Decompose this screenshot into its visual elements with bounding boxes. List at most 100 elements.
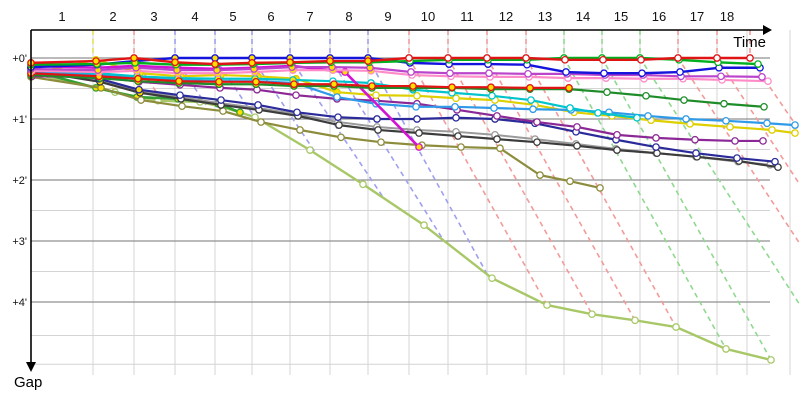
- rider-black-lap-marker: [374, 126, 382, 134]
- rider-navy-lap-marker: [652, 143, 660, 151]
- rider-yellow-lap-marker: [413, 91, 421, 100]
- rider-black-lap-marker: [415, 129, 423, 137]
- rider-red-winner: [27, 54, 754, 68]
- rider-olive-lap-marker: [337, 133, 345, 142]
- rider-purple-lap-marker: [613, 131, 621, 139]
- rider-yellow-lap-marker: [791, 129, 799, 137]
- rider-lightblue-lap-marker: [412, 102, 420, 111]
- x-tick-label: 14: [576, 9, 590, 24]
- rider-red2-lap-marker: [565, 84, 573, 92]
- rider-red-winner-lap-marker: [326, 57, 334, 65]
- rider-olive-line: [30, 75, 601, 190]
- rider-purple-lap-marker: [652, 134, 660, 142]
- x-tick-labels: 1 2 3 4 5 6 7 8 9 10 11 12 13 14 15 16 17 18: [58, 9, 734, 24]
- rider-red2-lap-marker: [487, 83, 495, 92]
- x-tick-label: 6: [267, 9, 274, 24]
- rider-yellow-lap-marker: [768, 126, 776, 134]
- rider-red2-lap-marker: [409, 82, 417, 90]
- rider-olive-lap-marker: [257, 118, 265, 126]
- rider-darkgreen-lap-marker: [680, 96, 688, 104]
- time-axis-arrow-icon: [763, 25, 772, 35]
- rider-green-lap-marker: [754, 60, 762, 68]
- x-tick-label: 8: [345, 9, 352, 24]
- y-tick-labels: +0' +1' +2' +3' +4': [12, 53, 27, 309]
- rider-navy-lap-marker: [334, 113, 342, 122]
- rider-darkgreen-lap-marker: [642, 91, 650, 100]
- rider-pink-lap-marker: [764, 77, 772, 86]
- rider-lightblue-lap-marker: [682, 115, 690, 123]
- rider-blue-lap-marker: [211, 54, 219, 62]
- rider-yellowgreen-backmarker-lap-marker: [306, 146, 314, 154]
- rider-olive-lap-marker: [566, 177, 574, 186]
- rider-lightblue-line: [30, 70, 796, 127]
- rider-red2-lap-marker: [175, 77, 183, 86]
- rider-lines: [27, 54, 799, 364]
- rider-cyan-lap-marker: [566, 104, 574, 112]
- rider-olive-lap-marker: [219, 107, 227, 115]
- rider-black-lap-marker: [653, 149, 661, 158]
- rider-yellowgreen-backmarker-lap-marker: [767, 356, 775, 364]
- rider-orchid-lap-marker: [446, 69, 454, 78]
- rider-yellow-line: [30, 58, 796, 135]
- rider-olive-lap-marker: [457, 143, 465, 151]
- rider-yellowgreen-backmarker-lap-marker: [543, 301, 551, 309]
- y-tick-label: +2': [12, 175, 27, 187]
- rider-orchid-lap-marker: [758, 73, 766, 81]
- rider-red-winner-lap-marker: [405, 54, 413, 62]
- rider-darkgreen-lap-marker: [760, 102, 768, 111]
- rider-lightblue-lap-marker: [451, 102, 459, 111]
- axes: Time Gap: [14, 25, 772, 391]
- rider-navy-lap-marker: [135, 85, 143, 94]
- rider-red2-lap-marker: [330, 80, 338, 89]
- rider-black-lap-marker: [454, 132, 462, 140]
- rider-navy-lap-marker: [176, 91, 184, 100]
- x-tick-label: 15: [614, 9, 628, 24]
- rider-navy: [27, 63, 779, 166]
- rider-purple-lap-marker: [533, 118, 541, 126]
- rider-orchid-lap-marker: [485, 69, 493, 78]
- x-tick-label: 4: [191, 9, 198, 24]
- rider-yellowgreen-backmarker-lap-marker: [722, 345, 730, 353]
- rider-red2-line: [30, 72, 569, 89]
- rider-red-winner-lap-marker: [92, 57, 100, 65]
- rider-blue-lap-marker: [676, 68, 684, 76]
- y-tick-label: +1': [12, 114, 27, 126]
- x-tick-label: 18: [720, 9, 734, 24]
- y-tick-label: +4': [12, 297, 27, 309]
- rider-yellowgreen-backmarker-lap-marker: [420, 221, 428, 229]
- rider-red-winner-lap-marker: [248, 59, 256, 67]
- rider-lightblue-lap-marker: [791, 121, 799, 129]
- rider-orchid-lap-marker: [524, 70, 532, 78]
- rider-navy-lap-marker: [254, 101, 262, 109]
- rider-blue-lap-marker: [600, 69, 608, 78]
- gap-axis-label: Gap: [14, 374, 42, 391]
- rider-black-lap-marker: [573, 141, 581, 150]
- rider-darkgreen-lap-marker: [720, 99, 728, 108]
- x-tick-label: 3: [150, 9, 157, 24]
- rider-red2-lap-marker: [526, 84, 534, 92]
- rider-lightblue-lap-marker: [490, 104, 498, 112]
- rider-navy-lap-marker: [413, 115, 421, 123]
- x-tick-label: 16: [652, 9, 666, 24]
- x-tick-label: 7: [306, 9, 313, 24]
- x-tick-label: 17: [690, 9, 704, 24]
- rider-red2-lap-marker: [134, 74, 142, 83]
- rider-navy-lap-marker: [293, 108, 301, 117]
- rider-cyan-lap-marker: [488, 91, 496, 100]
- rider-olive-lap-marker: [178, 102, 186, 111]
- rider-navy-lap-marker: [373, 115, 381, 123]
- rider-olive-lap-marker: [97, 84, 105, 92]
- rider-yellow-lap-marker: [452, 94, 460, 103]
- rider-navy-lap-marker: [452, 113, 460, 122]
- x-tick-label: 11: [460, 9, 474, 24]
- rider-cyan-lap-marker: [527, 96, 535, 104]
- rider-magenta-dnf-lap9-lap-marker: [415, 143, 423, 151]
- rider-blue-lap-marker: [562, 68, 570, 76]
- rider-yellowgreen-backmarker-lap-marker: [672, 323, 680, 331]
- rider-navy-lap-marker: [771, 157, 779, 166]
- rider-red-winner-lap-marker: [483, 54, 491, 62]
- rider-yellowgreen-backmarker-lap-marker: [488, 274, 496, 283]
- rider-red-winner-lap-marker: [637, 55, 645, 64]
